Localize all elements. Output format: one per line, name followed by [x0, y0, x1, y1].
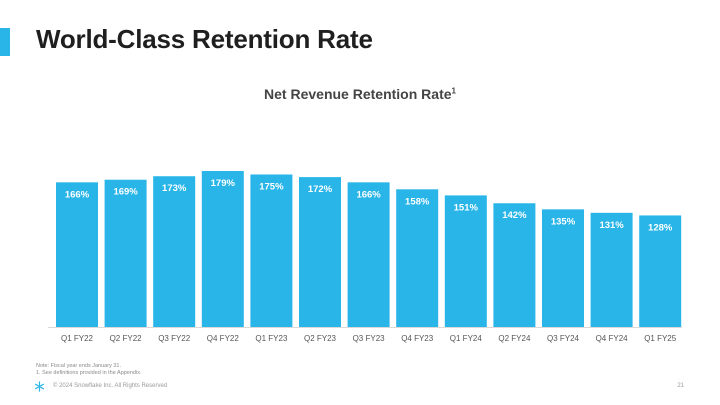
- category-tick-label: Q3 FY24: [547, 334, 580, 343]
- category-tick-label: Q2 FY22: [110, 334, 143, 343]
- bar-q3-fy23: [347, 182, 390, 327]
- category-tick-label: Q2 FY24: [498, 334, 531, 343]
- category-tick-label: Q1 FY22: [61, 334, 94, 343]
- category-tick-label: Q3 FY23: [353, 334, 386, 343]
- page-number: 21: [677, 383, 684, 389]
- bar-value-label: 131%: [599, 220, 624, 231]
- bar-value-label: 166%: [65, 189, 90, 200]
- footnotes: Note: Fiscal year ends January 31. 1. Se…: [36, 363, 142, 377]
- bar-q1-fy25: [639, 215, 682, 327]
- chart-title-text: Net Revenue Retention Rate: [264, 86, 452, 102]
- category-tick-label: Q2 FY23: [304, 334, 337, 343]
- bar-q1-fy24: [444, 195, 487, 327]
- bar-value-label: 135%: [551, 216, 576, 227]
- bar-q1-fy22: [56, 182, 98, 327]
- bar-value-label: 172%: [308, 184, 333, 195]
- category-tick-label: Q3 FY22: [158, 334, 191, 343]
- bar-value-label: 175%: [259, 181, 284, 192]
- footnote-definitions: 1. See definitions provided in the Appen…: [36, 370, 142, 376]
- bar-q2-fy23: [299, 177, 341, 327]
- bar-value-label: 179%: [211, 178, 236, 189]
- category-tick-label: Q4 FY22: [207, 334, 240, 343]
- bar-value-label: 173%: [162, 183, 187, 194]
- bar-q3-fy22: [153, 176, 196, 327]
- category-tick-label: Q1 FY23: [255, 334, 288, 343]
- footnote-fiscal-year: Note: Fiscal year ends January 31.: [36, 363, 121, 369]
- category-tick-label: Q1 FY25: [644, 334, 677, 343]
- bar-value-label: 151%: [454, 202, 479, 213]
- bar-value-label: 142%: [502, 210, 527, 221]
- snowflake-icon: [34, 380, 45, 392]
- category-tick-label: Q4 FY24: [596, 334, 629, 343]
- bar-q4-fy23: [396, 189, 439, 327]
- bar-q4-fy24: [590, 212, 633, 327]
- bar-q3-fy24: [542, 209, 584, 327]
- bar-value-label: 166%: [356, 189, 381, 200]
- chart-title-footnote-mark: 1: [451, 86, 456, 96]
- bar-q2-fy24: [493, 203, 536, 327]
- bar-q4-fy22: [201, 171, 244, 327]
- bar-value-label: 169%: [113, 187, 138, 198]
- page-title: World-Class Retention Rate: [36, 24, 373, 54]
- accent-bar: [0, 28, 10, 56]
- chart-title: Net Revenue Retention Rate1: [0, 86, 720, 102]
- bar-q1-fy23: [250, 174, 293, 327]
- copyright-text: © 2024 Snowflake Inc. All Rights Reserve…: [53, 383, 168, 389]
- bar-q2-fy22: [104, 179, 147, 327]
- bar-value-label: 158%: [405, 196, 430, 207]
- bar-value-label: 128%: [648, 222, 673, 233]
- footer: © 2024 Snowflake Inc. All Rights Reserve…: [34, 380, 167, 392]
- category-tick-label: Q4 FY23: [401, 334, 434, 343]
- category-tick-label: Q1 FY24: [450, 334, 483, 343]
